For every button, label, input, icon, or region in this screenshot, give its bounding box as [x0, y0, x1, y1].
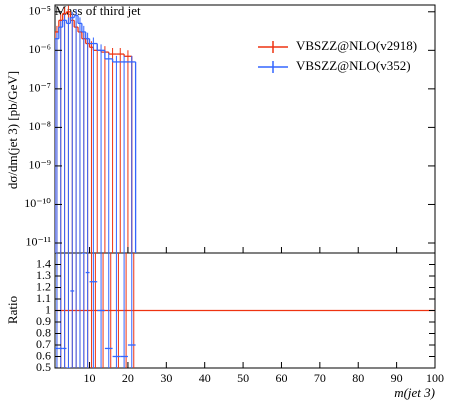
- x-tick-label: 80: [352, 371, 364, 385]
- x-tick-label: 30: [160, 371, 172, 385]
- y-axis-label: dσ/dm(jet 3) [pb/GeV]: [5, 71, 20, 189]
- ratio-tick-label: 1.1: [36, 291, 51, 305]
- axes: 10 20 30 40 50 60 70 80 90 100 10⁻¹¹ 10⁻¹⁰ 10⁻⁹ 10⁻⁸ 1…: [24, 4, 444, 385]
- x-tick-label: 10: [84, 371, 96, 385]
- y-tick-label: 10⁻⁷: [28, 81, 51, 95]
- y-tick-label: 10⁻¹¹: [25, 235, 51, 249]
- y-tick-label: 10⁻⁸: [28, 119, 51, 133]
- x-tick-label: 90: [391, 371, 403, 385]
- y-tick-label: 10⁻⁶: [28, 42, 51, 56]
- ratio-plot: [55, 253, 435, 368]
- x-tick-label: 50: [237, 371, 249, 385]
- x-tick-label: 40: [199, 371, 211, 385]
- ratio-tick-label: 0.8: [36, 325, 51, 339]
- x-tick-label: 100: [426, 371, 444, 385]
- legend-label: VBSZZ@NLO(v352): [296, 58, 411, 73]
- ratio-axis-label: Ratio: [5, 296, 20, 324]
- y-tick-label: 10⁻⁹: [28, 158, 51, 172]
- ratio-tick-label: 0.6: [36, 348, 51, 362]
- legend-label: VBSZZ@NLO(v2918): [296, 38, 417, 53]
- ratio-tick-label: 0.5: [36, 360, 51, 374]
- x-tick-label: 70: [314, 371, 326, 385]
- ratio-tick-label: 0.7: [36, 337, 51, 351]
- ratio-tick-label: 1.3: [36, 268, 51, 282]
- main-plot: [55, 5, 137, 253]
- x-tick-label: 60: [275, 371, 287, 385]
- ratio-tick-label: 1.4: [36, 256, 51, 270]
- y-tick-label: 10⁻⁵: [28, 4, 51, 18]
- ratio-tick-label: 1.2: [36, 279, 51, 293]
- ratio-tick-label: 1: [45, 302, 51, 316]
- y-tick-label: 10⁻¹⁰: [24, 196, 51, 210]
- ratio-tick-label: 0.9: [36, 314, 51, 328]
- x-tick-label: 20: [122, 371, 134, 385]
- x-axis-label: m(jet 3): [394, 385, 435, 400]
